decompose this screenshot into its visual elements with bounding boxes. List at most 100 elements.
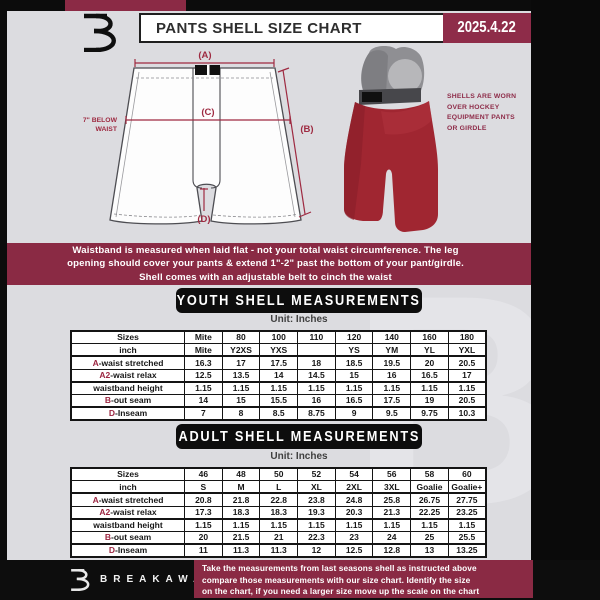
cell-value: 21.3 bbox=[372, 505, 412, 520]
cell-value: 19.3 bbox=[297, 505, 336, 520]
photo-note-line: SHELLS ARE WORN bbox=[447, 93, 517, 100]
cell-value: S bbox=[184, 480, 223, 494]
cell-value: 9 bbox=[334, 406, 374, 421]
cell-value: 1.15 bbox=[410, 517, 449, 532]
cell-value: 11.3 bbox=[221, 543, 261, 558]
cell-value: 11.3 bbox=[259, 543, 299, 558]
page-title-box: PANTS SHELL SIZE CHART bbox=[139, 13, 458, 43]
pants-measurement-diagram: (A) (C) (B) (D) 7" BELOW WAIST bbox=[83, 50, 314, 225]
cell-value: 16.3 bbox=[184, 355, 223, 370]
table-row: Sizes Mite 80 100 110 120 140 160 180 bbox=[70, 330, 487, 345]
measure-label-d: (D) bbox=[197, 214, 210, 225]
waistband-note-banner: Waistband is measured when laid flat - n… bbox=[0, 243, 531, 285]
cell-value: 12 bbox=[297, 543, 336, 558]
row-label: waistband height bbox=[70, 380, 185, 395]
cell-value: 120 bbox=[334, 330, 374, 345]
row-label: A2-waist relax bbox=[70, 505, 185, 520]
belt-buckle-slot bbox=[207, 65, 210, 75]
adult-measurements-table: Sizes 46 48 50 52 54 56 58 60 inch S M L XL 2XL 3XL Goal… bbox=[70, 467, 487, 559]
row-label: inch bbox=[70, 343, 185, 357]
shell-highlight bbox=[381, 101, 432, 135]
left-border bbox=[0, 0, 7, 600]
cell-value: Goalie bbox=[410, 480, 449, 494]
measure-line-a bbox=[134, 59, 275, 67]
shell-shadow-left bbox=[344, 102, 365, 220]
cell-value: 9.5 bbox=[372, 406, 412, 421]
cell-value: 21 bbox=[259, 530, 299, 545]
youth-measurements-table: Sizes Mite 80 100 110 120 140 160 180 inch Mite Y2X… bbox=[70, 330, 487, 422]
cell-value: 160 bbox=[410, 330, 449, 345]
row-label: inch bbox=[70, 480, 185, 494]
brand-name: BREAKAWAY bbox=[100, 574, 219, 585]
cell-value: 21.8 bbox=[221, 492, 261, 507]
cell-value: 110 bbox=[297, 330, 336, 345]
banner-line: Waistband is measured when laid flat - n… bbox=[72, 244, 459, 256]
cell-value: 13.5 bbox=[221, 368, 261, 383]
cell-value: Mite bbox=[184, 330, 223, 345]
table-row: waistband height 1.15 1.15 1.15 1.15 1.15 1.15… bbox=[70, 380, 487, 395]
cell-value: 13.25 bbox=[447, 543, 487, 558]
cell-value: 8.5 bbox=[259, 406, 299, 421]
cell-value: L bbox=[259, 480, 299, 494]
cell-value: 22.3 bbox=[297, 530, 336, 545]
cell-value: 16.5 bbox=[410, 368, 449, 383]
table-row: A2-waist relax 17.3 18.3 18.3 19.3 20.3 21.3 22… bbox=[70, 505, 487, 520]
shell-photo bbox=[344, 45, 438, 232]
cell-value: 12.8 bbox=[372, 543, 412, 558]
cell-value: 26.75 bbox=[410, 492, 449, 507]
youth-unit-label: Unit: Inches bbox=[270, 314, 328, 325]
cell-value: 60 bbox=[447, 467, 487, 482]
row-label: D-Inseam bbox=[70, 406, 185, 421]
cell-value: 27.75 bbox=[447, 492, 487, 507]
row-label: D-Inseam bbox=[70, 543, 185, 558]
photo-note-line: EQUIPMENT PANTS bbox=[447, 114, 515, 122]
cell-value: 16.5 bbox=[334, 393, 374, 408]
cell-value: 1.15 bbox=[184, 517, 223, 532]
cell-value: 23.25 bbox=[447, 505, 487, 520]
youth-heading-text: YOUTH SHELL MEASUREMENTS bbox=[176, 292, 422, 309]
row-label: B-out seam bbox=[70, 530, 185, 545]
cell-value: 9.75 bbox=[410, 406, 449, 421]
cell-value: 58 bbox=[410, 467, 449, 482]
cell-value: 15.5 bbox=[259, 393, 299, 408]
cell-value: 48 bbox=[221, 467, 261, 482]
cell-value: 46 bbox=[184, 467, 223, 482]
row-label-prefix: B bbox=[104, 395, 111, 406]
cell-value: 18.5 bbox=[334, 355, 374, 370]
table-row: D-Inseam 11 11.3 11.3 12 12.5 12.8 13 13.25 bbox=[70, 543, 487, 558]
table-row: B-out seam 20 21.5 21 22.3 23 24 25 25.5 bbox=[70, 530, 487, 545]
cell-value: 1.15 bbox=[221, 517, 261, 532]
cell-value: 7 bbox=[184, 406, 223, 421]
cell-value: YM bbox=[372, 343, 412, 357]
cell-value: 22.25 bbox=[410, 505, 449, 520]
row-label-prefix: A2 bbox=[99, 506, 111, 517]
table-row: waistband height 1.15 1.15 1.15 1.15 1.15 1.15… bbox=[70, 517, 487, 532]
row-label-prefix: D bbox=[108, 545, 115, 556]
row-label-prefix: A2 bbox=[99, 369, 111, 380]
row-label-prefix: A bbox=[92, 494, 99, 505]
table-row: A-waist stretched 16.3 17 17.5 18 18.5 19.5 20 2… bbox=[70, 355, 487, 370]
cell-value: 17 bbox=[221, 355, 261, 370]
footer-instructions: Take the measurements from last seasons … bbox=[194, 560, 533, 598]
banner-line: opening should cover your pants & extend… bbox=[67, 258, 464, 270]
top-border bbox=[0, 0, 600, 11]
row-label-prefix: A bbox=[92, 357, 99, 368]
cell-value: Y2XS bbox=[221, 343, 261, 357]
cell-value: 1.15 bbox=[334, 517, 374, 532]
cell-value: 20.3 bbox=[334, 505, 374, 520]
cell-value: 11 bbox=[184, 543, 223, 558]
cell-value: 16 bbox=[372, 368, 412, 383]
cell-value: 22.8 bbox=[259, 492, 299, 507]
page-title: PANTS SHELL SIZE CHART bbox=[156, 19, 362, 37]
measure-line-b bbox=[277, 67, 312, 218]
cell-value: 1.15 bbox=[297, 380, 336, 395]
row-label: Sizes bbox=[70, 467, 185, 482]
cell-value: 18.3 bbox=[259, 505, 299, 520]
cell-value: 25 bbox=[410, 530, 449, 545]
date-text: 2025.4.22 bbox=[457, 19, 517, 36]
cell-value: Mite bbox=[184, 343, 223, 357]
cell-value: 25.8 bbox=[372, 492, 412, 507]
cell-value: 1.15 bbox=[372, 380, 412, 395]
cell-value: 140 bbox=[372, 330, 412, 345]
fly-panel-lines bbox=[192, 68, 221, 189]
